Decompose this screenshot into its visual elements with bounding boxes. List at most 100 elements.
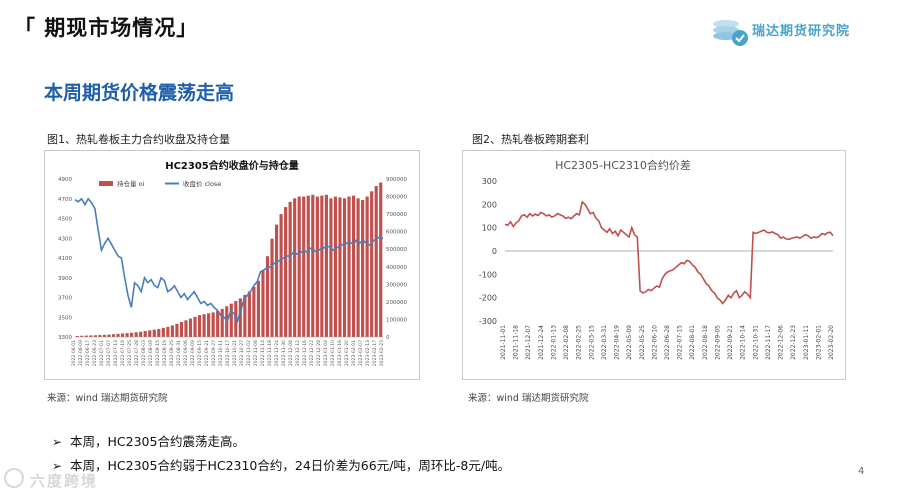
oi-bar <box>342 198 347 337</box>
x-tick-label: 2023-01-10 <box>330 340 336 366</box>
y-tick-label: 0 <box>492 247 497 256</box>
oi-bar <box>157 328 161 337</box>
x-tick-label: 2022-12-16 <box>302 340 308 366</box>
x-tick-label: 2023-01-11 <box>803 325 810 360</box>
company-logo <box>713 20 748 46</box>
oi-bar <box>188 318 193 337</box>
oi-bar <box>324 194 328 337</box>
x-tick-label: 2022-11-17 <box>765 325 772 360</box>
x-tick-label: 2023-02-13 <box>365 340 371 366</box>
x-tick-label: 2023-01-04 <box>323 340 329 366</box>
y-left-tick-label: 3300 <box>58 335 72 341</box>
watermark-text: 六度跨境 <box>30 472 99 490</box>
section-title: 本周期货价格震荡走高 <box>44 82 235 104</box>
y-right-tick-label: 500000 <box>386 247 407 253</box>
oi-bar <box>338 197 342 337</box>
oi-bar <box>211 312 215 337</box>
oi-bar <box>120 333 125 337</box>
oi-bar <box>166 326 170 337</box>
y-right-tick-label: 200000 <box>386 300 407 306</box>
x-tick-label: 2022-08-01 <box>689 325 696 360</box>
oi-bar <box>293 198 297 337</box>
chart2-title: HC2305-HC2310合约价差 <box>555 158 691 172</box>
close-price-line <box>74 197 384 324</box>
chart1-price-oi: HC2305合约收盘价与持仓量 持仓量 oi 收盘价 close 3300 350… <box>58 159 407 366</box>
oi-bar <box>329 198 333 337</box>
y-right-tick-label: 300000 <box>386 282 407 288</box>
x-tick-label: 2022-07-15 <box>677 325 684 360</box>
x-tick-label: 2022-09-06 <box>183 340 189 366</box>
legend-label-oi: 持仓量 oi <box>117 179 145 188</box>
oi-bar <box>351 195 356 337</box>
chart1-legend: 持仓量 oi 收盘价 close <box>99 179 221 188</box>
page-number: 4 <box>858 466 865 477</box>
x-tick-label: 2022-03-15 <box>588 325 595 360</box>
y-left-tick-label: 3900 <box>58 276 72 282</box>
y-right-tick-label: 400000 <box>386 265 407 271</box>
oi-bar <box>134 332 138 337</box>
x-tick-label: 2022-10-27 <box>239 340 245 366</box>
x-tick-label: 2021-11-18 <box>513 325 520 360</box>
y-right-tick-label: 600000 <box>386 230 407 236</box>
x-tick-label: 2022-08-15 <box>155 340 161 366</box>
x-tick-label: 2022-11-08 <box>253 340 259 366</box>
x-tick-label: 2022-12-06 <box>288 340 294 366</box>
oi-bar <box>139 331 143 337</box>
oi-bar <box>98 335 102 337</box>
oi-bar <box>143 331 147 337</box>
oi-bar <box>306 195 310 337</box>
oi-bar <box>261 270 265 337</box>
x-tick-label: 2022-06-28 <box>664 325 671 360</box>
bullet-item: ➢ 本周，HC2305合约弱于HC2310合约，24日价差为66元/吨，周环比-8… <box>52 455 510 474</box>
oi-bar <box>161 327 165 337</box>
x-tick-label: 2022-08-19 <box>162 340 168 366</box>
oi-bar <box>202 314 206 337</box>
oi-bar <box>361 200 365 337</box>
x-tick-label: 2021-12-07 <box>525 325 532 360</box>
x-tick-label: 2023-02-20 <box>828 325 835 360</box>
x-tick-label: 2022-09-05 <box>714 325 721 360</box>
x-tick-label: 2022-09-21 <box>204 340 210 366</box>
x-tick-label: 2022-10-21 <box>232 340 238 366</box>
x-tick-label: 2023-02-23 <box>379 340 385 366</box>
oi-bar <box>197 315 202 337</box>
oi-bar <box>111 334 116 337</box>
x-tick-label: 2022-07-28 <box>134 340 140 366</box>
oi-bar <box>102 334 107 337</box>
bullet-item: ➢ 本周，HC2305合约震荡走高。 <box>52 431 245 450</box>
oi-bar <box>93 335 97 337</box>
x-tick-label: 2022-12-06 <box>778 325 785 360</box>
x-tick-label: 2022-07-07 <box>106 340 112 366</box>
oi-bar <box>107 334 111 337</box>
coin-stack-check-icon <box>713 20 748 46</box>
oi-bar <box>84 335 88 337</box>
y-right-tick-label: 900000 <box>386 177 407 183</box>
oi-bar <box>274 224 279 337</box>
oi-bar <box>279 214 283 337</box>
x-tick-label: 2022-06-23 <box>92 340 98 366</box>
y-left-tick-label: 4900 <box>58 177 72 183</box>
oi-bar <box>130 332 134 337</box>
oi-bar <box>315 196 319 337</box>
y-tick-label: 300 <box>482 177 497 186</box>
x-tick-label: 2022-08-09 <box>148 340 154 366</box>
chart1-title: HC2305合约收盘价与持仓量 <box>165 159 299 172</box>
oi-bar <box>320 195 324 337</box>
x-tick-label: 2021-11-01 <box>500 325 507 360</box>
watermark-icon <box>4 468 24 488</box>
y-left-tick-label: 4100 <box>58 256 72 262</box>
chart1-frame: HC2305合约收盘价与持仓量 持仓量 oi 收盘价 close 3300 350… <box>44 150 420 380</box>
oi-bar <box>238 298 242 337</box>
oi-bar <box>247 291 251 337</box>
oi-bar <box>229 303 233 337</box>
x-tick-label: 2022-03-31 <box>601 325 608 360</box>
y-tick-label: -200 <box>479 294 497 303</box>
x-tick-label: 2022-10-31 <box>752 325 759 360</box>
x-tick-label: 2021-12-24 <box>538 325 545 360</box>
bullet-text: 本周，HC2305合约弱于HC2310合约，24日价差为66元/吨，周环比-8元… <box>70 458 511 473</box>
oi-bar <box>116 333 120 337</box>
oi-bar <box>256 280 261 337</box>
x-tick-label: 2022-11-30 <box>281 340 287 366</box>
oi-bar <box>75 335 79 337</box>
oi-bar <box>148 330 152 337</box>
